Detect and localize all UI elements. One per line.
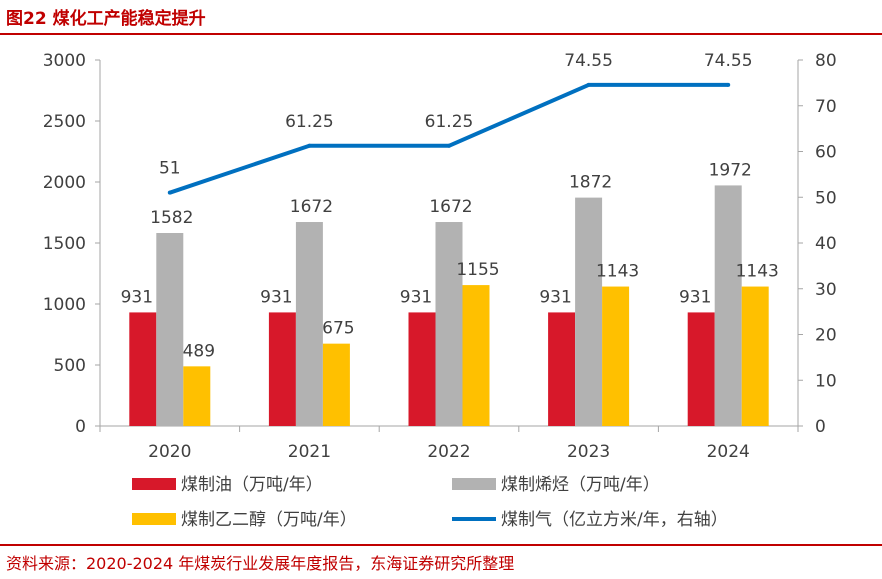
bar bbox=[575, 197, 603, 426]
y-right-tick-label: 60 bbox=[815, 143, 837, 163]
bar bbox=[741, 286, 769, 426]
bar bbox=[602, 286, 630, 426]
bar-data-label: 675 bbox=[322, 319, 354, 339]
x-tick-label: 2021 bbox=[288, 442, 331, 462]
line-point bbox=[726, 82, 731, 87]
y-left-tick-label: 2500 bbox=[43, 112, 86, 132]
bar bbox=[435, 222, 463, 426]
y-left-tick-label: 1500 bbox=[43, 234, 86, 254]
bar-data-label: 1972 bbox=[709, 160, 752, 180]
line-data-label: 61.25 bbox=[425, 112, 474, 132]
bar bbox=[408, 312, 436, 426]
legend-swatch bbox=[452, 478, 496, 490]
line-data-label: 51 bbox=[159, 159, 181, 179]
y-right-tick-label: 10 bbox=[815, 371, 837, 391]
bar-data-label: 931 bbox=[539, 287, 571, 307]
y-right-tick-label: 70 bbox=[815, 97, 837, 117]
line-data-label: 61.25 bbox=[285, 112, 334, 132]
bar bbox=[183, 366, 211, 426]
y-right-tick-label: 40 bbox=[815, 234, 837, 254]
y-left-tick-label: 1000 bbox=[43, 295, 86, 315]
y-right-tick-label: 30 bbox=[815, 280, 837, 300]
y-right-tick-label: 20 bbox=[815, 326, 837, 346]
line-point bbox=[447, 143, 451, 148]
bar bbox=[268, 312, 296, 426]
x-tick-label: 2023 bbox=[567, 442, 610, 462]
bar bbox=[548, 312, 576, 426]
source-rule bbox=[0, 544, 882, 546]
legend-label: 煤制乙二醇（万吨/年） bbox=[181, 510, 357, 530]
line-series bbox=[169, 82, 729, 195]
legend-label: 煤制烯烃（万吨/年） bbox=[501, 475, 660, 495]
legend-label: 煤制油（万吨/年） bbox=[181, 475, 323, 495]
line-data-label: 74.55 bbox=[564, 51, 613, 71]
bar-data-label: 489 bbox=[183, 341, 215, 361]
line-data-label: 74.55 bbox=[704, 51, 753, 71]
bar-data-label: 1582 bbox=[150, 208, 193, 228]
figure-title: 图22 煤化工产能稳定提升 bbox=[6, 9, 206, 29]
source-note: 资料来源：2020-2024 年煤炭行业发展年度报告，东海证券研究所整理 bbox=[6, 554, 515, 573]
legend-label: 煤制气（亿立方米/年，右轴） bbox=[501, 510, 728, 530]
bar-data-label: 1672 bbox=[290, 197, 333, 217]
title-rule bbox=[0, 33, 882, 35]
bar-data-label: 1143 bbox=[736, 262, 779, 282]
bar bbox=[295, 222, 323, 426]
y-right-tick-label: 0 bbox=[815, 417, 826, 437]
bar bbox=[714, 185, 742, 426]
x-tick-label: 2022 bbox=[427, 442, 470, 462]
legend-swatch bbox=[132, 478, 176, 490]
bar-data-label: 931 bbox=[679, 287, 711, 307]
bar-data-label: 1872 bbox=[569, 173, 612, 193]
bar bbox=[462, 285, 490, 426]
y-left-tick-label: 3000 bbox=[43, 51, 86, 71]
bar bbox=[156, 232, 184, 426]
line-point bbox=[586, 82, 591, 87]
y-right-tick-label: 80 bbox=[815, 51, 837, 71]
bar bbox=[687, 312, 715, 426]
y-left-tick-label: 0 bbox=[75, 417, 86, 437]
bar bbox=[129, 312, 157, 426]
line-point bbox=[307, 143, 312, 148]
bar-data-label: 1155 bbox=[456, 260, 499, 280]
x-tick-label: 2020 bbox=[148, 442, 191, 462]
bar-data-label: 931 bbox=[400, 287, 432, 307]
legend-swatch bbox=[132, 513, 176, 525]
line-point bbox=[167, 190, 172, 195]
bar-data-label: 931 bbox=[260, 287, 292, 307]
y-right-tick-label: 50 bbox=[815, 188, 837, 208]
bar-data-label: 1672 bbox=[429, 197, 472, 217]
y-left-tick-label: 2000 bbox=[43, 173, 86, 193]
y-left-tick-label: 500 bbox=[54, 356, 86, 376]
bar bbox=[322, 343, 350, 426]
x-tick-label: 2024 bbox=[707, 442, 750, 462]
bar-data-label: 1143 bbox=[596, 262, 639, 282]
bar-data-label: 931 bbox=[121, 287, 153, 307]
